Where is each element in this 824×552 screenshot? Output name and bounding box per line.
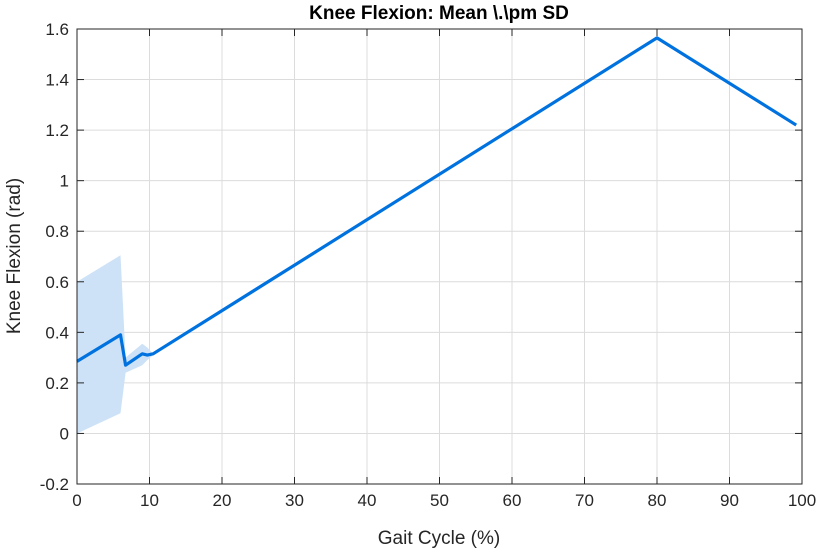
y-tick-labels: -0.2 0 0.2 0.4 0.6 0.8 1 1.2 1.4 1.6 bbox=[40, 20, 69, 494]
y-tick-label: 0.6 bbox=[45, 273, 69, 292]
x-tick-label: 40 bbox=[358, 491, 377, 510]
x-tick-label: 80 bbox=[648, 491, 667, 510]
x-tick-label: 30 bbox=[285, 491, 304, 510]
y-axis-label: Knee Flexion (rad) bbox=[4, 178, 25, 334]
mean-line-layer bbox=[76, 36, 798, 367]
y-tick-label: 1.2 bbox=[45, 121, 69, 140]
y-tick-label: 1.4 bbox=[45, 71, 69, 90]
y-tick-label: 1.6 bbox=[45, 20, 69, 39]
x-tick-labels: 0 10 20 30 40 50 60 70 80 90 100 bbox=[72, 491, 816, 510]
x-tick-label: 50 bbox=[430, 491, 449, 510]
x-tick-label: 60 bbox=[503, 491, 522, 510]
x-tick-label: 70 bbox=[575, 491, 594, 510]
x-tick-label: 0 bbox=[72, 491, 81, 510]
x-tick-label: 90 bbox=[720, 491, 739, 510]
y-tick-label: 1 bbox=[60, 172, 69, 191]
axis-ticks bbox=[76, 28, 803, 485]
x-tick-label: 100 bbox=[788, 491, 816, 510]
x-tick-label: 10 bbox=[140, 491, 159, 510]
mean-line bbox=[76, 36, 798, 367]
x-tick-label: 20 bbox=[213, 491, 232, 510]
x-axis-label: Gait Cycle (%) bbox=[378, 528, 500, 549]
chart-title: Knee Flexion: Mean \.\pm SD bbox=[309, 3, 569, 24]
y-tick-label: 0.2 bbox=[45, 374, 69, 393]
y-tick-label: 0.4 bbox=[45, 323, 69, 342]
y-tick-label: -0.2 bbox=[40, 475, 69, 494]
y-tick-label: 0.8 bbox=[45, 222, 69, 241]
y-tick-label: 0 bbox=[60, 424, 69, 443]
